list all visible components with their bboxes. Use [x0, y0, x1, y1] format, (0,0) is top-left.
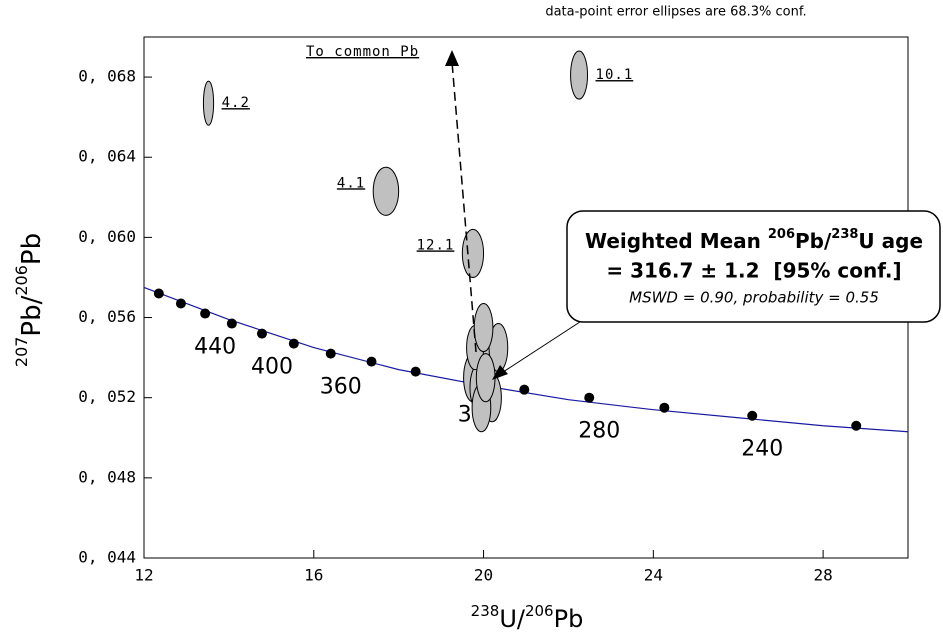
y-label-part: 206 [12, 265, 31, 296]
age-label: 400 [251, 355, 293, 380]
chart-title: data-point error ellipses are 68.3% conf… [545, 5, 806, 20]
spot-label: 4.2 [222, 95, 250, 111]
error-ellipse [461, 228, 485, 278]
age-label: 440 [194, 335, 236, 360]
age-marker [200, 308, 211, 319]
y-tick-label: 0, 048 [78, 467, 136, 486]
error-ellipse [570, 50, 589, 100]
age-marker [175, 298, 186, 309]
age-marker [226, 318, 237, 329]
x-label-part: 238 [471, 602, 500, 620]
y-tick-label: 0, 052 [78, 387, 136, 406]
y-label-part: Pb/ [17, 295, 47, 336]
y-tick-label: 0, 044 [78, 548, 136, 567]
callout-pointer-head [492, 365, 508, 380]
x-axis-label: 238U/206Pb [471, 602, 584, 634]
callout-box [566, 210, 941, 323]
y-label-part: 207 [12, 337, 31, 368]
y-tick-label: 0, 060 [78, 227, 136, 246]
callout-line1: Weighted Mean 206Pb/238U age [585, 227, 923, 253]
x-label-part: 206 [525, 602, 554, 620]
arrow-head [445, 50, 459, 66]
callout-line3: MSWD = 0.90, probability = 0.55 [629, 289, 879, 307]
x-tick-label: 16 [304, 566, 323, 585]
error-ellipse [473, 303, 494, 353]
x-tick-label: 28 [813, 566, 832, 585]
x-label-part: Pb [554, 605, 584, 633]
age-marker [851, 420, 862, 431]
age-marker [256, 328, 267, 339]
x-label-part: U/ [499, 605, 526, 633]
y-tick-label: 0, 064 [78, 147, 136, 166]
x-tick-label: 24 [644, 566, 663, 585]
age-marker [747, 410, 758, 421]
age-label: 240 [741, 437, 783, 462]
y-tick-label: 0, 068 [78, 67, 136, 86]
y-axis-label: 207Pb/206Pb [12, 233, 47, 367]
x-tick-label: 20 [474, 566, 493, 585]
age-marker [325, 348, 336, 359]
callout-part: Pb/ [795, 229, 832, 253]
age-marker [410, 366, 421, 377]
age-marker [366, 356, 377, 367]
y-label-part: Pb [17, 233, 47, 265]
callout-line2: = 316.7 ± 1.2 [95% conf.] [606, 259, 901, 283]
age-marker [153, 288, 164, 299]
callout-part: Weighted Mean [585, 229, 768, 253]
callout-part: U age [858, 229, 923, 253]
age-marker [288, 338, 299, 349]
common-pb-line [451, 61, 477, 353]
age-label: 360 [320, 375, 362, 400]
spot-label: 4.1 [337, 175, 365, 191]
arrow-label: To common Pb [306, 44, 419, 60]
callout-part: 206 [768, 227, 795, 242]
error-ellipse [475, 353, 496, 403]
callout-part: 238 [831, 227, 858, 242]
callout-pointer [499, 317, 587, 375]
spot-label: 12.1 [417, 237, 455, 253]
spot-label: 10.1 [596, 67, 634, 83]
error-ellipse [202, 80, 215, 126]
age-marker [659, 402, 670, 413]
y-tick-label: 0, 056 [78, 307, 136, 326]
plot-area: 12 16 20 24 28 0, 044 0, 048 0, 052 0, 056 0, 060… [78, 50, 909, 585]
error-ellipse [372, 166, 400, 216]
age-marker [519, 384, 530, 395]
x-tick-label: 12 [134, 566, 153, 585]
age-marker [584, 392, 595, 403]
age-label: 280 [578, 419, 620, 444]
